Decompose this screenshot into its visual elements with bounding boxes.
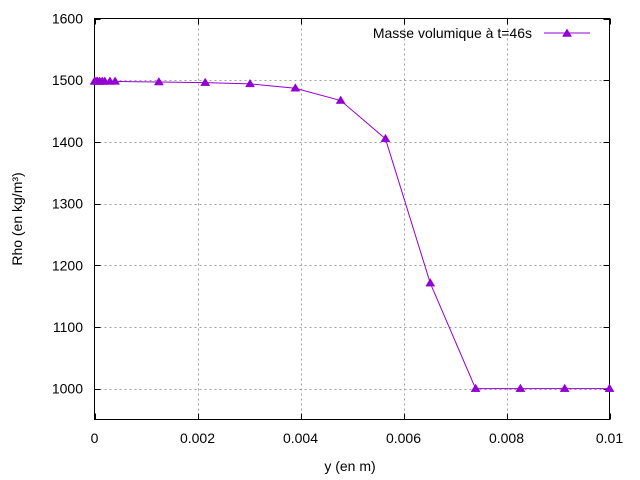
- y-tick-label: 1100: [53, 319, 83, 335]
- legend-label: Masse volumique à t=46s: [373, 25, 532, 41]
- series-line: [94, 80, 610, 390]
- y-tick-label: 1600: [52, 11, 83, 27]
- plot-frame: [94, 18, 610, 420]
- x-tick-labels: 0 0.002 0.004 0.006 0.008 0.01: [91, 430, 624, 446]
- x-tick-label: 0.006: [386, 430, 421, 446]
- data-point-marker: [290, 83, 301, 92]
- x-tick-label: 0.008: [489, 430, 524, 446]
- data-point-marker: [425, 278, 436, 287]
- x-axis-title: y (en m): [324, 458, 375, 474]
- data-point-marker: [245, 78, 255, 88]
- data-point-marker: [380, 133, 391, 143]
- data-point-marker: [604, 383, 615, 392]
- x-tick-label: 0.01: [596, 430, 623, 446]
- legend: Masse volumique à t=46s: [373, 25, 590, 41]
- y-tick-label: 1500: [52, 72, 83, 88]
- series-layer: [89, 76, 615, 392]
- data-point-marker: [559, 383, 570, 392]
- x-tick-label: 0.002: [180, 430, 215, 446]
- data-point-marker: [470, 383, 481, 392]
- x-tick-label: 0.004: [283, 430, 318, 446]
- legend-marker: [562, 28, 572, 37]
- y-tick-label: 1300: [52, 196, 83, 212]
- data-point-marker: [515, 383, 526, 392]
- x-tick-label: 0: [91, 430, 99, 446]
- y-tick-label: 1000: [52, 381, 83, 397]
- data-point-marker: [153, 77, 164, 86]
- y-axis-title: Rho (en kg/m³): [9, 172, 25, 265]
- grid-lines: [94, 18, 610, 420]
- data-point-marker: [200, 77, 211, 86]
- data-point-marker: [110, 76, 121, 85]
- data-point-marker: [335, 95, 346, 104]
- y-tick-labels: 1000 1100 1200 1300 1400 1500 1600: [52, 11, 83, 397]
- y-tick-label: 1400: [52, 134, 83, 150]
- axis-ticks: [94, 18, 611, 420]
- y-tick-label: 1200: [52, 257, 83, 273]
